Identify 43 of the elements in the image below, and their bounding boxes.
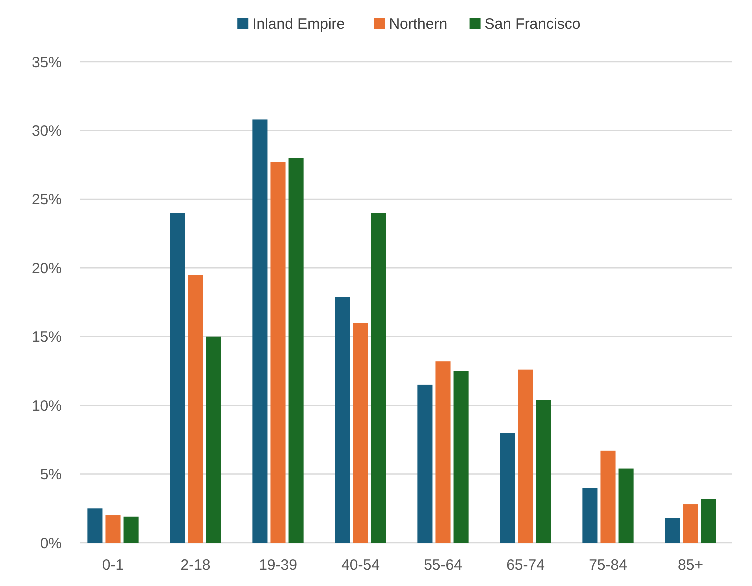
y-tick-label: 30% bbox=[32, 122, 62, 140]
bar bbox=[335, 297, 350, 543]
bar bbox=[701, 499, 716, 543]
bar bbox=[252, 120, 268, 543]
bar bbox=[188, 275, 204, 543]
x-tick-label: 85+ bbox=[678, 557, 704, 574]
x-tick-label: 0-1 bbox=[102, 557, 124, 574]
y-tick-label: 0% bbox=[40, 535, 62, 552]
bar bbox=[536, 400, 552, 543]
y-tick-label: 15% bbox=[32, 329, 62, 346]
x-tick-label: 75-84 bbox=[589, 557, 628, 574]
bar bbox=[353, 323, 368, 543]
bar bbox=[436, 362, 451, 543]
x-tick-label: 65-74 bbox=[506, 557, 545, 574]
y-tick-label: 20% bbox=[32, 260, 62, 278]
bar bbox=[665, 518, 680, 543]
y-tick-label: 5% bbox=[40, 466, 62, 484]
bar bbox=[500, 433, 516, 543]
bar bbox=[418, 384, 433, 543]
y-tick-label: 25% bbox=[32, 192, 62, 209]
x-tick-label: 40-54 bbox=[342, 557, 380, 574]
bar bbox=[106, 516, 121, 543]
bar bbox=[124, 516, 139, 543]
bar bbox=[288, 158, 304, 543]
bar bbox=[518, 370, 534, 543]
x-tick-label: 2-18 bbox=[180, 557, 211, 574]
y-tick-label: 10% bbox=[32, 398, 62, 415]
bar bbox=[88, 508, 103, 543]
bar bbox=[454, 371, 469, 543]
legend-label: Northern bbox=[389, 16, 448, 33]
y-tick-label: 35% bbox=[32, 54, 62, 72]
bar bbox=[683, 504, 698, 543]
legend-label: Inland Empire bbox=[252, 16, 346, 33]
bar bbox=[371, 213, 386, 543]
bar bbox=[618, 468, 634, 543]
x-tick-label: 19-39 bbox=[259, 557, 298, 574]
bar bbox=[600, 450, 616, 543]
x-tick-label: 55-64 bbox=[424, 557, 462, 574]
bar bbox=[582, 488, 598, 543]
bar bbox=[270, 162, 286, 543]
bar bbox=[206, 336, 222, 543]
bar bbox=[170, 213, 186, 543]
legend-label: San Francisco bbox=[484, 16, 581, 33]
